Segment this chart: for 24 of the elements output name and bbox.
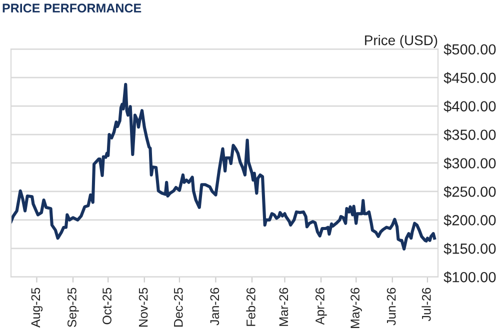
y-tick-label: $500.00 <box>444 44 496 56</box>
x-tick-label: Feb-26 <box>246 288 256 326</box>
x-tick-label: Sep-25 <box>68 288 79 328</box>
x-tick-label: Jan-26 <box>210 288 220 326</box>
x-tick-label: Aug-25 <box>31 288 43 328</box>
chart-title: PRICE PERFORMANCE <box>2 4 142 13</box>
x-tick-label: Jul-26 <box>422 288 431 322</box>
y-tick-label: $350.00 <box>444 129 496 141</box>
x-tick-label: Nov-25 <box>138 288 148 327</box>
y-tick-label: $100.00 <box>444 271 496 284</box>
x-tick-label: Dec-25 <box>174 288 183 327</box>
y-tick-label: $450.00 <box>444 72 496 84</box>
y-tick-label: $300.00 <box>444 157 496 170</box>
y-axis-title: Price (USD) <box>365 35 438 48</box>
x-tick-label: May-26 <box>350 288 362 328</box>
y-tick-label: $250.00 <box>444 186 496 198</box>
x-tick-label: Mar-26 <box>279 288 288 326</box>
x-tick-label: Oct-25 <box>102 288 112 324</box>
x-tick-label: Jun-26 <box>386 288 396 326</box>
y-tick-label: $400.00 <box>444 100 496 112</box>
y-tick-label: $150.00 <box>444 242 496 255</box>
line-series <box>11 82 436 251</box>
y-tick-label: $200.00 <box>444 214 496 226</box>
x-tick-label: Apr-26 <box>316 288 327 325</box>
